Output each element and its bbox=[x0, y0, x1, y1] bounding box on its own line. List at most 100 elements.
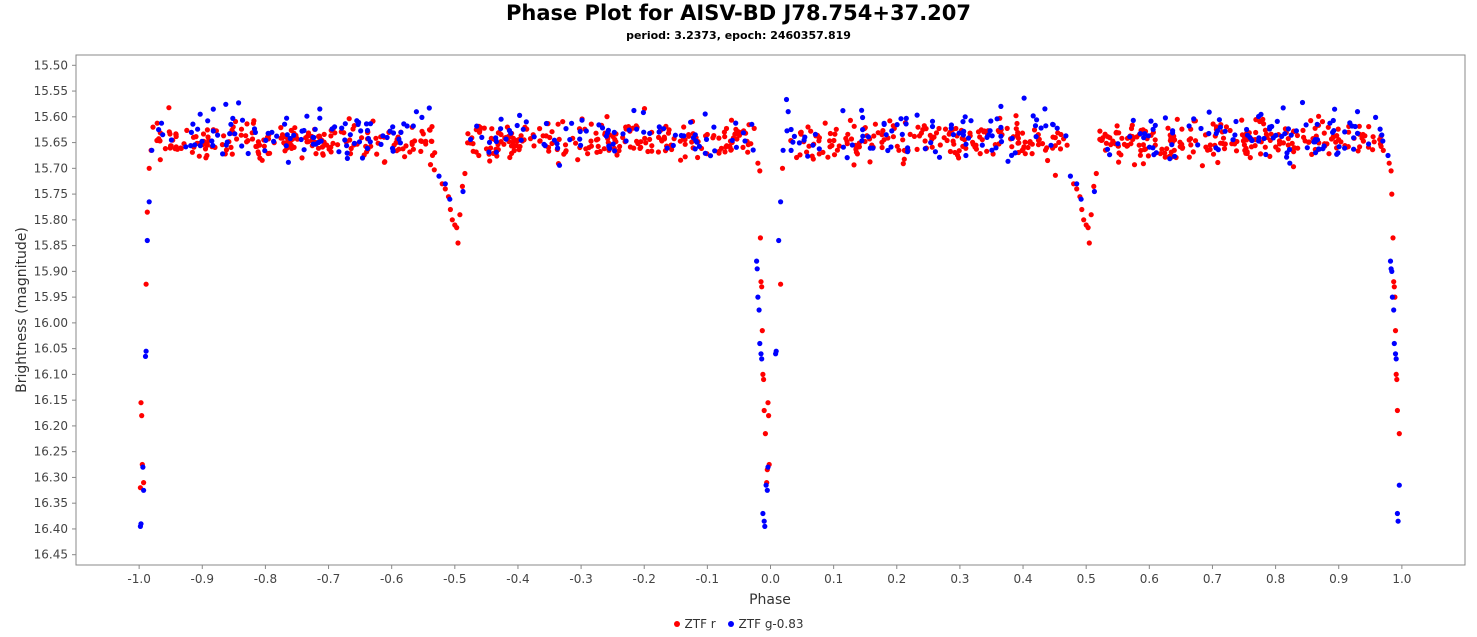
data-point bbox=[922, 146, 928, 152]
data-point bbox=[1396, 431, 1402, 437]
data-point bbox=[707, 153, 714, 159]
y-tick-label: 16.15 bbox=[34, 393, 68, 407]
data-point bbox=[1009, 135, 1015, 141]
data-point bbox=[984, 148, 990, 154]
data-point bbox=[956, 148, 962, 154]
data-point bbox=[1206, 109, 1212, 115]
data-point bbox=[1216, 117, 1222, 123]
data-point bbox=[1190, 149, 1196, 155]
data-point bbox=[655, 149, 662, 155]
data-point bbox=[304, 113, 310, 119]
data-point bbox=[733, 120, 739, 126]
data-point bbox=[1394, 407, 1400, 414]
data-point bbox=[745, 142, 751, 148]
data-point bbox=[1394, 376, 1400, 383]
data-point bbox=[610, 141, 616, 147]
data-point bbox=[1388, 168, 1394, 174]
data-point bbox=[1391, 284, 1397, 290]
data-point bbox=[1048, 142, 1054, 148]
data-point bbox=[457, 212, 463, 218]
data-point bbox=[763, 482, 769, 488]
data-point bbox=[694, 139, 700, 145]
data-point bbox=[1223, 124, 1229, 130]
data-point bbox=[1198, 125, 1204, 132]
data-point bbox=[729, 137, 735, 143]
y-tick-label: 15.75 bbox=[34, 187, 68, 201]
data-point bbox=[1386, 160, 1392, 166]
data-point bbox=[664, 145, 670, 151]
data-point bbox=[1321, 143, 1327, 149]
y-tick-label: 15.90 bbox=[34, 264, 68, 278]
data-point bbox=[1115, 141, 1121, 147]
data-point bbox=[1262, 144, 1268, 150]
data-point bbox=[1304, 145, 1310, 151]
data-point bbox=[291, 132, 297, 138]
data-point bbox=[773, 348, 779, 354]
data-point bbox=[419, 128, 425, 134]
data-point bbox=[742, 138, 748, 144]
data-point bbox=[827, 138, 833, 144]
x-tick-label: 0.7 bbox=[1203, 572, 1222, 586]
data-point bbox=[760, 510, 766, 517]
data-point bbox=[834, 147, 841, 153]
data-point bbox=[921, 123, 927, 129]
data-point bbox=[319, 144, 325, 150]
data-point bbox=[531, 143, 537, 149]
y-tick-label: 16.25 bbox=[34, 445, 68, 459]
data-point bbox=[1012, 150, 1018, 156]
data-point bbox=[543, 133, 549, 139]
data-point bbox=[848, 136, 855, 142]
data-point bbox=[1171, 147, 1177, 153]
data-point bbox=[1146, 144, 1153, 150]
data-point bbox=[1150, 126, 1156, 132]
data-point bbox=[555, 145, 561, 151]
data-point bbox=[210, 106, 216, 112]
data-point bbox=[612, 148, 618, 154]
data-point bbox=[1316, 113, 1322, 119]
data-point bbox=[1312, 125, 1318, 131]
data-point bbox=[1088, 212, 1094, 218]
x-tick-label: -0.1 bbox=[696, 572, 719, 586]
x-axis-label: Phase bbox=[749, 592, 791, 608]
data-point bbox=[255, 149, 261, 155]
data-point bbox=[1334, 151, 1340, 157]
data-point bbox=[1325, 124, 1331, 130]
data-point bbox=[205, 118, 211, 124]
data-point bbox=[227, 131, 233, 137]
data-point bbox=[244, 139, 250, 145]
data-point bbox=[585, 151, 591, 157]
data-point bbox=[1128, 125, 1135, 132]
data-point bbox=[193, 134, 199, 140]
data-point bbox=[1074, 181, 1080, 187]
data-point bbox=[755, 294, 761, 300]
data-point bbox=[711, 124, 717, 130]
data-point bbox=[556, 136, 562, 142]
data-point bbox=[481, 125, 487, 131]
data-point bbox=[1342, 145, 1348, 151]
data-point bbox=[1261, 135, 1267, 142]
data-point bbox=[759, 356, 765, 362]
data-point bbox=[953, 125, 959, 132]
data-point bbox=[243, 133, 249, 139]
data-point bbox=[881, 120, 887, 126]
data-point bbox=[329, 126, 335, 132]
data-point bbox=[595, 143, 601, 149]
data-point bbox=[870, 145, 876, 151]
data-point bbox=[1279, 133, 1285, 139]
data-point bbox=[336, 149, 342, 155]
data-point bbox=[380, 133, 386, 139]
data-point bbox=[791, 133, 798, 139]
x-tick-label: 0.9 bbox=[1329, 572, 1348, 586]
data-point bbox=[577, 128, 583, 135]
data-point bbox=[196, 153, 202, 159]
data-point bbox=[695, 154, 701, 161]
data-point bbox=[1222, 128, 1228, 134]
data-point bbox=[506, 127, 512, 134]
data-point bbox=[1290, 164, 1297, 170]
data-point bbox=[1319, 119, 1326, 125]
data-point bbox=[1050, 134, 1056, 140]
data-point bbox=[1207, 146, 1213, 153]
data-point bbox=[805, 153, 811, 159]
data-point bbox=[759, 328, 765, 334]
data-point bbox=[1247, 134, 1253, 141]
